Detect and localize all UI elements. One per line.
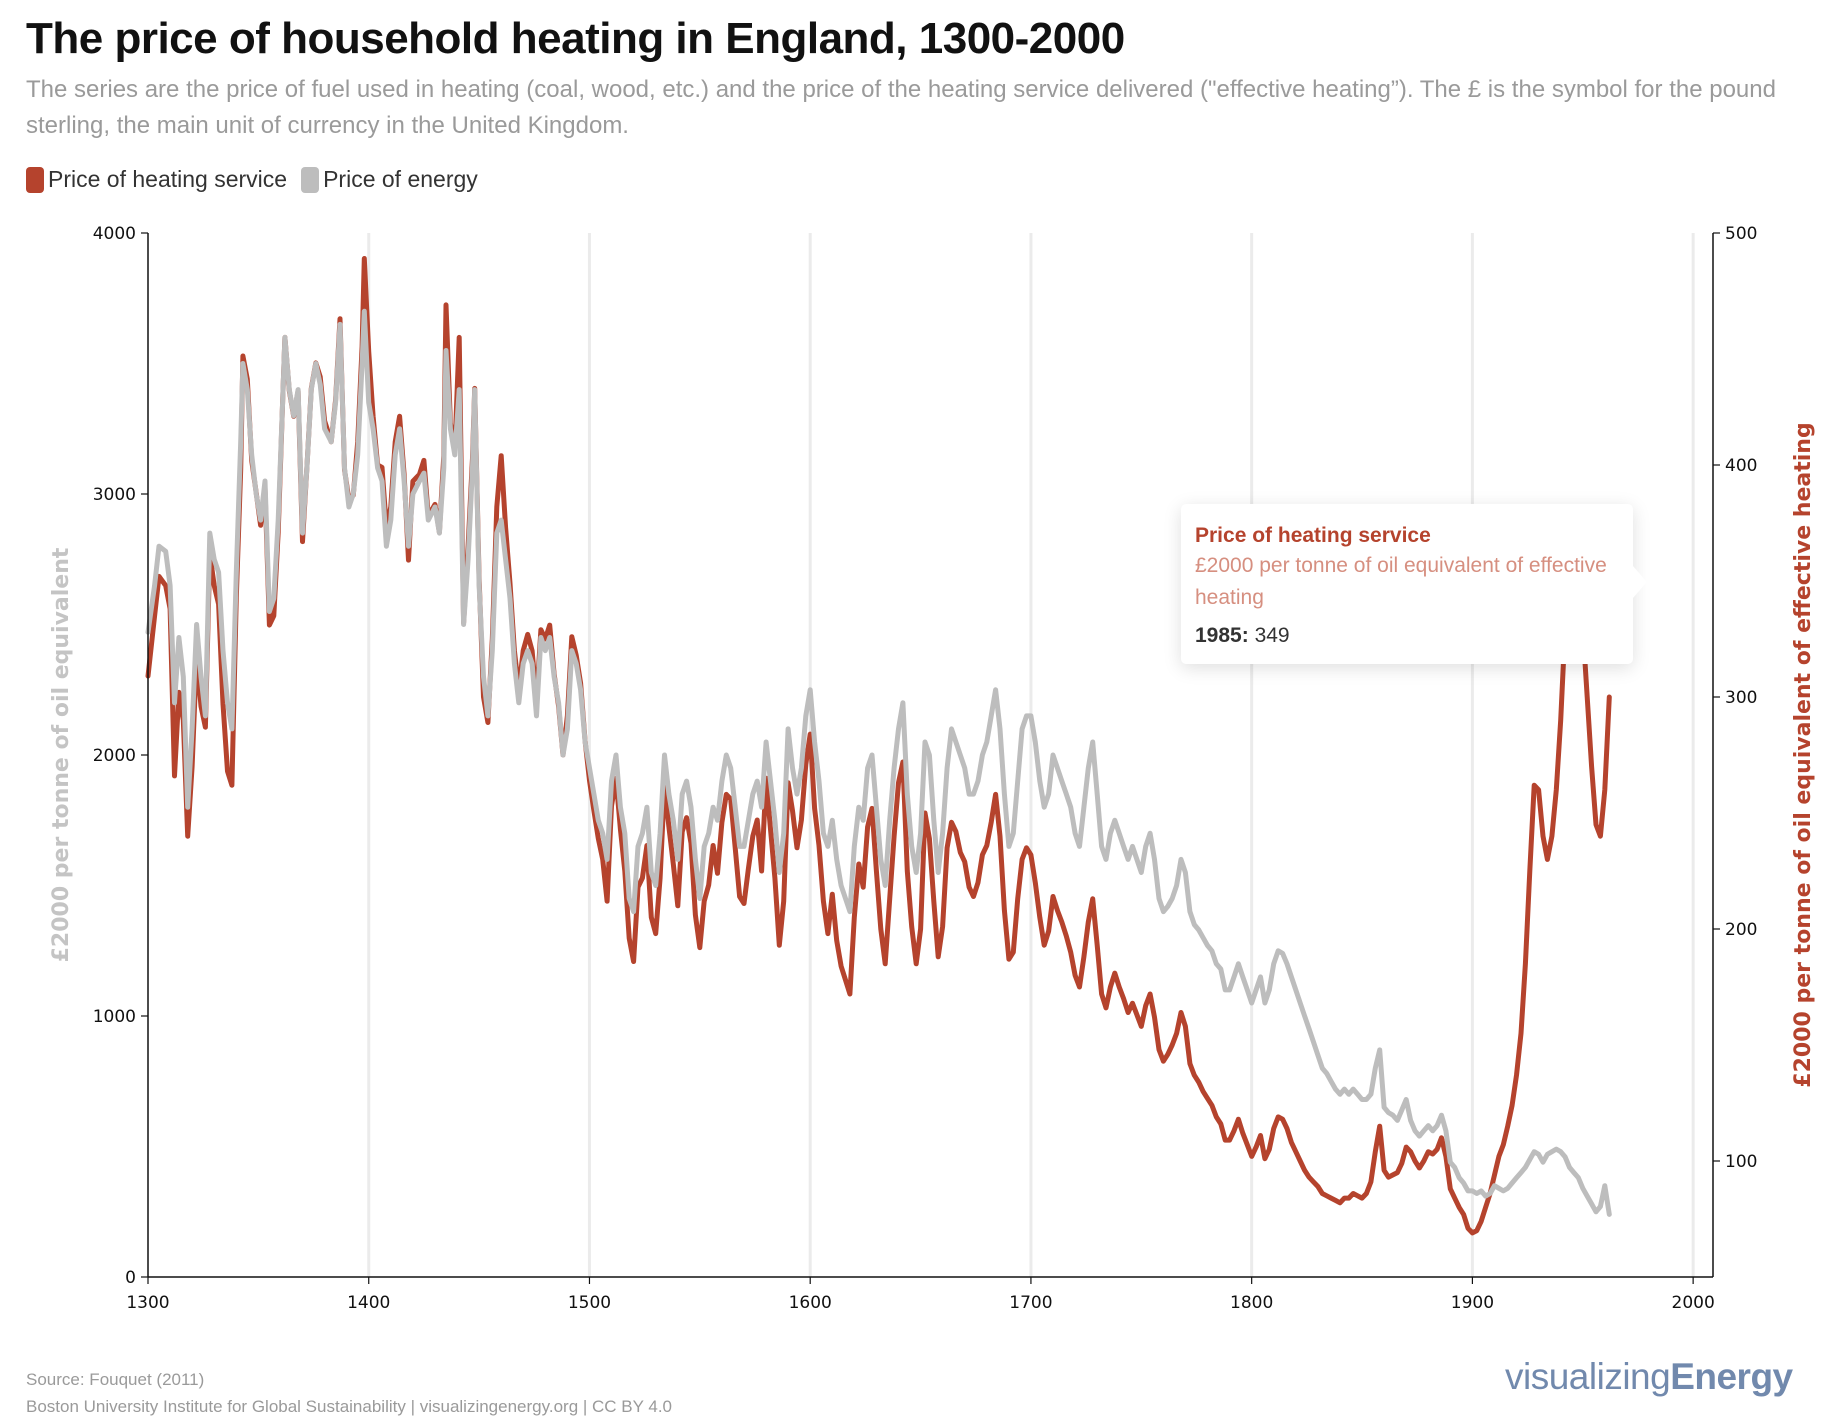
tooltip: Price of heating service £2000 per tonne… <box>1181 504 1647 664</box>
x-tick-label-1500: 1500 <box>568 1293 611 1313</box>
y-axis-left-title: £2000 per tonne of oil equivalent <box>49 547 74 962</box>
tooltip-unit: £2000 per tonne of oil equivalent of eff… <box>1195 554 1607 609</box>
series-line-energy <box>145 308 1612 1217</box>
axes: 1300 1400 1500 1600 1700 1800 1900 2000 0 1000 200… <box>93 224 1758 1313</box>
x-tick-label-2000: 2000 <box>1672 1293 1715 1313</box>
x-tick-label-1600: 1600 <box>789 1293 832 1313</box>
x-tick-label-1300: 1300 <box>126 1293 169 1313</box>
footer-source: Source: Fouquet (2011) Boston University… <box>26 1366 672 1420</box>
y-right-tick-label-300: 300 <box>1725 688 1757 708</box>
source-text: Source: Fouquet (2011) <box>26 1370 205 1389</box>
credit-text[interactable]: Boston University Institute for Global S… <box>26 1397 673 1416</box>
y-left-tick-label-3000: 3000 <box>93 485 136 505</box>
y-right-tick-label-500: 500 <box>1725 224 1757 244</box>
chart-title: The price of household heating in Englan… <box>26 14 1125 63</box>
y-axis-right-title: £2000 per tonne of oil equivalent of eff… <box>1791 422 1816 1087</box>
chart-subtitle: The series are the price of fuel used in… <box>26 76 1776 139</box>
tooltip-value: 349 <box>1254 624 1290 647</box>
y-right-tick-label-100: 100 <box>1725 1152 1757 1172</box>
x-tick-label-1900: 1900 <box>1451 1293 1494 1313</box>
y-left-tick-label-1000: 1000 <box>93 1007 136 1027</box>
y-left-tick-label-4000: 4000 <box>93 224 136 244</box>
tooltip-title: Price of heating service <box>1195 524 1431 547</box>
legend-label-heating-service: Price of heating service <box>48 166 288 192</box>
visualizing-energy-logo[interactable]: visualizingEnergy <box>1505 1356 1793 1398</box>
series-layer <box>145 256 1612 1236</box>
legend-item-energy[interactable]: Price of energy <box>301 166 478 193</box>
legend: Price of heating service Price of energy <box>26 166 492 193</box>
logo-bold: Energy <box>1670 1356 1793 1397</box>
legend-label-energy: Price of energy <box>323 166 478 192</box>
grid-lines <box>367 233 1695 1277</box>
y-right-tick-label-200: 200 <box>1725 920 1757 940</box>
y-left-tick-label-0: 0 <box>125 1268 136 1288</box>
tooltip-value-row: 1985: 349 <box>1195 620 1619 652</box>
logo-light: visualizing <box>1505 1356 1671 1397</box>
x-tick-label-1700: 1700 <box>1009 1293 1052 1313</box>
tooltip-year: 1985: <box>1195 624 1249 647</box>
legend-swatch-heating-service <box>26 166 44 193</box>
x-tick-label-1800: 1800 <box>1230 1293 1273 1313</box>
y-right-tick-label-400: 400 <box>1725 456 1757 476</box>
x-tick-label-1400: 1400 <box>347 1293 390 1313</box>
legend-item-heating-service[interactable]: Price of heating service <box>26 166 287 193</box>
y-left-tick-label-2000: 2000 <box>93 746 136 766</box>
legend-swatch-energy <box>301 166 320 193</box>
